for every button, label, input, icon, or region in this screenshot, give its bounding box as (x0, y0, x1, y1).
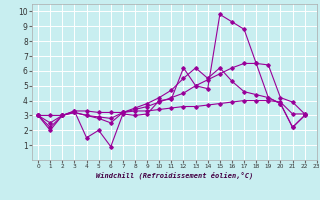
X-axis label: Windchill (Refroidissement éolien,°C): Windchill (Refroidissement éolien,°C) (96, 172, 253, 179)
